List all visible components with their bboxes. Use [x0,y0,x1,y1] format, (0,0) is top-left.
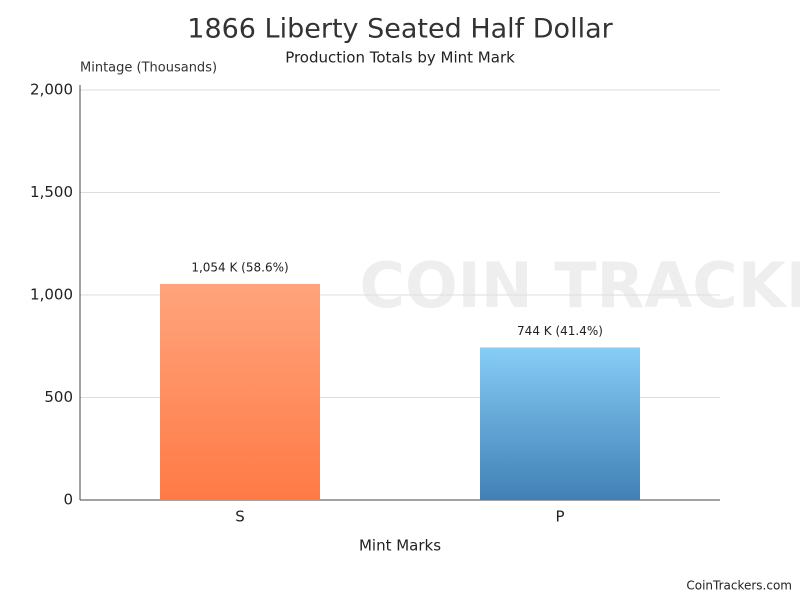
watermark: COIN TRACKERS [359,249,800,322]
y-tick-label: 2,000 [30,81,73,99]
credit: CoinTrackers.com [686,579,792,593]
x-axis-label: Mint Marks [359,537,441,555]
y-tick-label: 0 [63,491,73,509]
chart-title: 1866 Liberty Seated Half Dollar [187,14,613,45]
chart-subtitle: Production Totals by Mint Mark [285,49,515,67]
y-tick-label: 1,500 [30,183,73,201]
bar [160,283,320,500]
y-tick-label: 500 [44,388,73,406]
bar [480,347,640,500]
data-label: 1,054 K (58.6%) [191,260,288,274]
y-tick-label: 1,000 [30,286,73,304]
x-tick-label: S [235,508,245,526]
data-label: 744 K (41.4%) [517,324,603,338]
y-axis-label: Mintage (Thousands) [80,61,217,76]
x-tick-label: P [555,508,564,526]
